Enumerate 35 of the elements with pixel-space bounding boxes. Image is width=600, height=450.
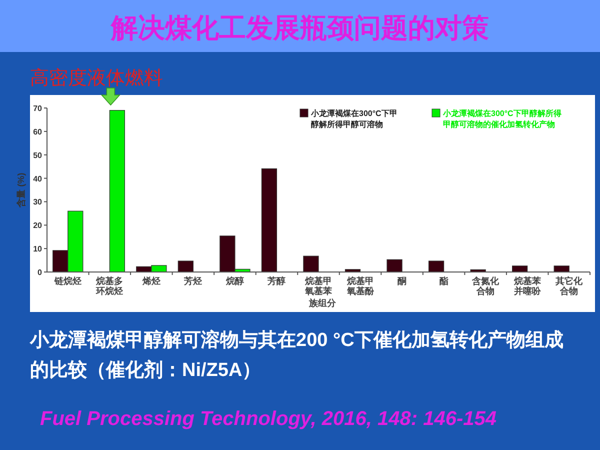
y-axis-title: 含量 (%) <box>16 172 26 208</box>
x-tick-label: 烷基苯并噻吩 <box>512 276 542 296</box>
y-tick-label: 70 <box>33 104 43 113</box>
text: 小龙潭褐煤甲醇解可溶物与其在200 °C下催化加氢转化产物组成的比较（催化剂：Ni/Z5A） <box>29 329 564 381</box>
x-tick-label: 酯 <box>439 276 448 286</box>
y-tick-label: 40 <box>33 174 43 184</box>
y-tick-label: 50 <box>33 150 43 160</box>
legend-label: 小龙潭褐煤在300°C下甲醇解所得甲醇可溶物的催化加氢转化产物 <box>442 109 562 129</box>
bar <box>178 260 194 272</box>
x-tick-label: 烷基多环烷烃 <box>95 276 124 296</box>
x-axis-title: 族组分 <box>308 298 338 308</box>
legend-label: 小龙潭褐煤在300°C下甲醇解所得甲醇可溶物 <box>310 109 398 129</box>
chart-title: 解决煤化工发展瓶颈问题的对策 <box>110 13 489 43</box>
bar <box>261 168 278 272</box>
x-tick-label: 烷基甲氧基酚 <box>346 276 375 296</box>
x-tick-label: 烷醇 <box>224 276 244 286</box>
y-tick-label: 20 <box>33 221 43 230</box>
bar <box>303 256 319 272</box>
x-tick-label: 酮 <box>398 276 407 286</box>
x-tick-label: 芳烃 <box>183 276 204 286</box>
text: Fuel Processing Technology, 2016, 148: 146-154 <box>40 408 496 430</box>
bar <box>386 259 402 272</box>
x-tick-label: 链烷烃 <box>53 276 82 286</box>
x-tick-label: 芳醇 <box>266 276 286 286</box>
y-tick-label: 60 <box>33 127 43 136</box>
y-tick-label: 30 <box>33 198 43 207</box>
chart-subtitle: 高密度液体燃料 <box>30 67 163 89</box>
y-tick-label: 0 <box>38 268 43 277</box>
x-tick-label: 其它化合物 <box>554 276 584 296</box>
x-tick-label: 烯烃 <box>141 276 162 286</box>
x-tick-label: 含氮化合物 <box>471 276 500 296</box>
bar <box>428 260 444 272</box>
bar <box>109 110 125 272</box>
x-tick-label: 烷基甲氧基苯 <box>304 276 333 296</box>
y-tick-label: 10 <box>33 244 43 254</box>
